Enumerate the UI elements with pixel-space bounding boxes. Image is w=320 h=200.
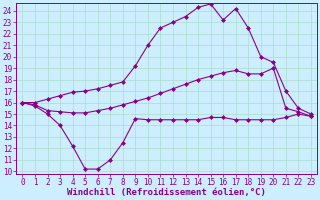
X-axis label: Windchill (Refroidissement éolien,°C): Windchill (Refroidissement éolien,°C) <box>67 188 266 197</box>
